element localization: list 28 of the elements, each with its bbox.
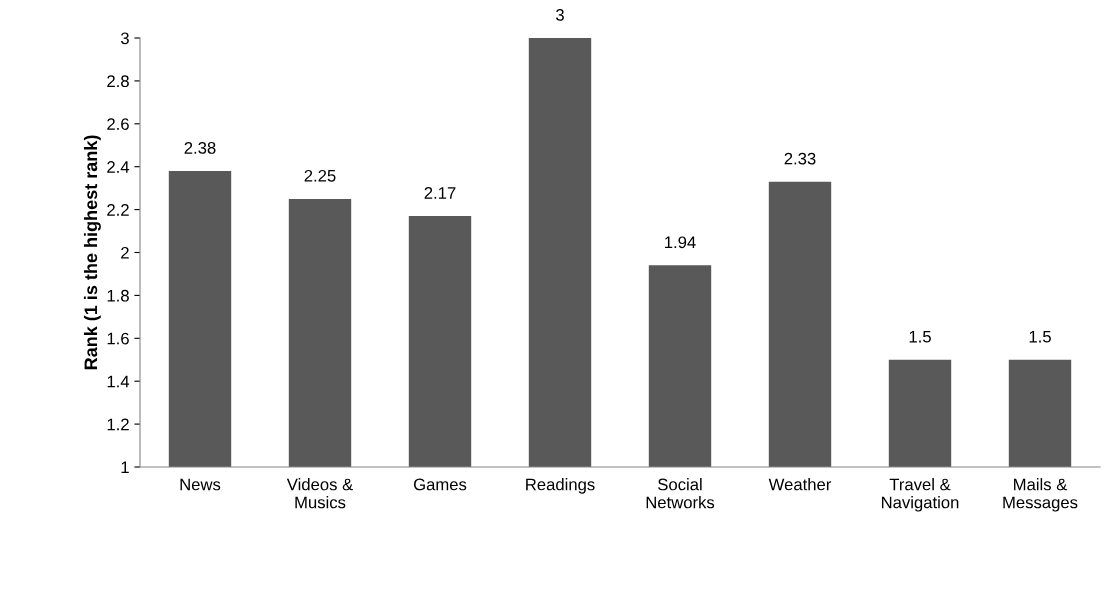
x-tick-label: Social Networks bbox=[646, 478, 715, 509]
y-tick-label: 1.6 bbox=[107, 332, 129, 345]
data-label: 2.17 bbox=[424, 187, 456, 199]
y-tick-label: 1.2 bbox=[107, 418, 129, 431]
x-tick-label: Readings bbox=[526, 478, 595, 494]
x-tick-label: Mails & Messages bbox=[1003, 478, 1078, 512]
x-tick-label: Travel & Navigation bbox=[881, 478, 959, 512]
y-tick-label: 2.2 bbox=[107, 204, 129, 216]
y-tick-label: 1 bbox=[121, 461, 129, 474]
data-label: 2.25 bbox=[304, 169, 336, 182]
data-label: 3 bbox=[556, 9, 564, 21]
y-tick-label: 2.4 bbox=[107, 161, 130, 173]
x-tick-label: Weather bbox=[768, 478, 832, 491]
data-label: 1.94 bbox=[665, 236, 696, 249]
data-label: 1.5 bbox=[909, 330, 931, 343]
y-tick-label: 2.8 bbox=[107, 75, 129, 88]
x-tick-label: Videos & Musics bbox=[286, 478, 353, 509]
data-label: 1.5 bbox=[1029, 330, 1051, 343]
data-label: 2.38 bbox=[184, 142, 216, 154]
x-tick-label: News bbox=[180, 478, 221, 491]
y-tick-label: 1.4 bbox=[107, 375, 130, 388]
data-label: 2.33 bbox=[784, 152, 816, 165]
y-tick-label: 2 bbox=[121, 246, 129, 259]
y-tick-label: 3 bbox=[120, 32, 129, 45]
y-tick-label: 2.6 bbox=[107, 118, 129, 130]
x-tick-label: Games bbox=[413, 478, 467, 491]
y-tick-label: 1.8 bbox=[107, 289, 129, 302]
y-axis-title: Rank (1 is the highest rank) bbox=[83, 135, 101, 370]
